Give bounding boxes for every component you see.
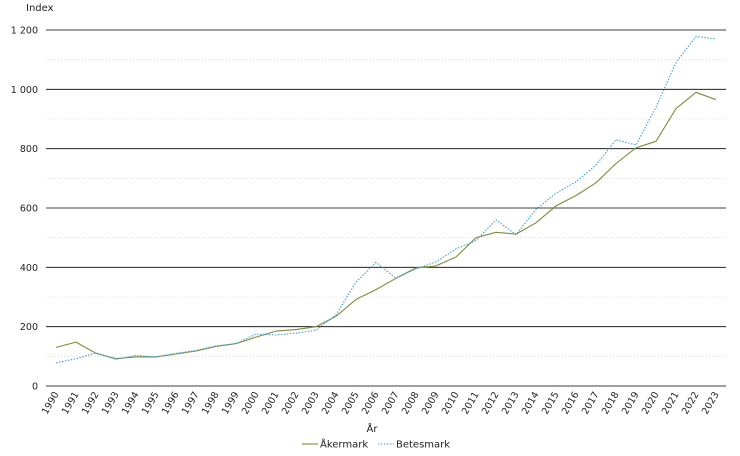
x-tick-label: 2001 [260,390,282,416]
x-tick-label: 2009 [420,390,442,416]
series-line-betesmark [55,35,717,364]
x-tick-label: 2023 [700,390,722,416]
x-tick-label: 1991 [60,390,82,416]
x-tick-label: 2014 [520,390,542,416]
x-tick-label: 1997 [180,390,202,416]
x-tick-label: 2020 [640,390,662,416]
x-tick-label: 2003 [300,390,322,416]
x-tick-label: 2015 [540,390,562,416]
x-tick-labels: 1990199119921993199419951996199719981999… [40,390,722,416]
x-tick-label: 2016 [560,390,582,416]
x-tick-label: 2021 [660,390,682,416]
x-tick-label: 2006 [360,390,382,416]
series-line-åkermark [55,91,717,360]
x-tick-label: 1995 [140,390,162,416]
legend-label: Åkermark [320,438,368,451]
x-tick-label: 2005 [340,390,362,416]
x-tick-label: 1994 [120,390,142,416]
x-tick-label: 2002 [280,390,302,416]
y-tick-label: 600 [20,204,38,215]
x-tick-label: 2019 [620,390,642,416]
y-tick-labels: 0 200 400 600 800 1 000 1 200 [11,26,38,393]
x-tick-label: 2013 [500,390,522,416]
x-tick-label: 2012 [480,390,502,416]
y-tick-label: 200 [20,322,38,333]
x-tick-label: 2018 [600,390,622,416]
x-tick-label: 1999 [220,390,242,416]
x-tick-label: 2010 [440,390,462,416]
x-tick-label: 2000 [240,390,262,416]
x-tick-label: 2004 [320,390,342,416]
x-tick-label: 2011 [460,390,482,416]
x-tick-label: 2022 [680,390,702,416]
y-tick-label: 1 200 [11,26,38,37]
grid-lines [46,29,726,357]
y-tick-label: 400 [20,263,38,274]
x-tick-label: 2008 [400,390,422,416]
y-axis-label: Index [26,3,54,14]
x-tick-label: 2017 [580,390,602,416]
x-tick-label: 1990 [40,390,62,416]
y-tick-label: 1 000 [11,85,38,96]
x-tick-label: 1992 [80,390,102,416]
x-axis-label: År [367,422,379,435]
series-lines [55,35,717,364]
y-tick-label: 800 [20,144,38,155]
legend-label: Betesmark [396,440,450,451]
x-tick-label: 2007 [380,390,402,416]
legend: Åkermark Betesmark [302,438,450,451]
x-tick-label: 1996 [160,390,182,416]
y-tick-label: 0 [32,382,38,393]
x-tick-label: 1998 [200,390,222,416]
x-tick-label: 1993 [100,390,122,416]
